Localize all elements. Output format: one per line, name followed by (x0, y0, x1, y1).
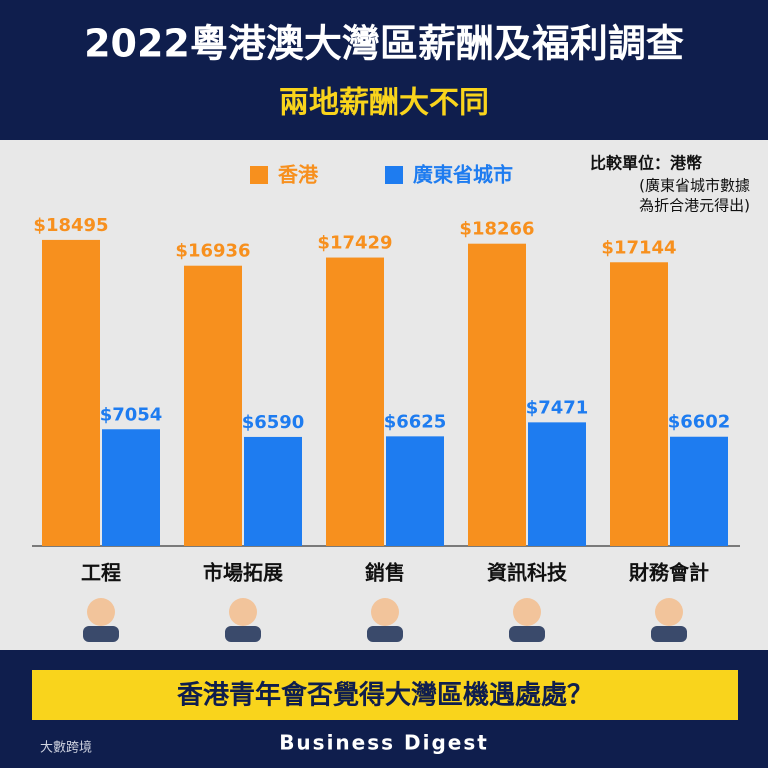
category-label: 工程 (81, 561, 121, 585)
value-label: $6602 (668, 412, 731, 433)
value-label: $17429 (317, 233, 392, 254)
unit-note: 比較單位：港幣 (590, 154, 702, 173)
legend-swatch (385, 166, 403, 184)
category-label: 資訊科技 (487, 561, 568, 585)
value-label: $7054 (100, 404, 163, 425)
category-icon (651, 626, 687, 642)
value-label: $18266 (459, 219, 534, 240)
category-icon (229, 598, 257, 626)
bar (184, 265, 242, 546)
category-label: 銷售 (365, 561, 405, 585)
question: 香港青年會否覺得大灣區機遇處處？ (177, 680, 593, 711)
source-note: (廣東省城市數據 (639, 177, 750, 195)
bar (42, 239, 100, 546)
value-label: $17144 (601, 237, 676, 258)
category-icon (225, 626, 261, 642)
bar (610, 262, 668, 546)
category-icon (513, 598, 541, 626)
logo: 大數跨境 (40, 741, 92, 756)
value-label: $7471 (526, 397, 589, 418)
bar (102, 429, 160, 546)
category-icon (367, 626, 403, 642)
category-icon (655, 598, 683, 626)
category-icon (83, 626, 119, 642)
value-label: $6625 (384, 411, 447, 432)
category-label: 財務會計 (629, 561, 709, 585)
category-label: 市場拓展 (203, 561, 283, 585)
bar (468, 243, 526, 546)
category-icon (87, 598, 115, 626)
source-note: 為折合港元得出) (639, 197, 750, 215)
bar (386, 436, 444, 546)
legend-swatch (250, 166, 268, 184)
legend-label: 香港 (278, 163, 319, 187)
title: 2022粵港澳大灣區薪酬及福利調查 (84, 22, 684, 66)
value-label: $16936 (175, 241, 250, 262)
bar (528, 422, 586, 546)
header-band (0, 0, 768, 140)
question-box (32, 670, 738, 720)
brand: Business Digest (279, 731, 489, 755)
legend-label: 廣東省城市 (413, 163, 513, 187)
category-icon (509, 626, 545, 642)
bar (244, 436, 302, 546)
value-label: $18495 (33, 215, 108, 236)
subtitle: 兩地薪酬大不同 (279, 86, 489, 121)
bar (326, 257, 384, 546)
category-icon (371, 598, 399, 626)
value-label: $6590 (242, 412, 305, 433)
bar (670, 436, 728, 546)
